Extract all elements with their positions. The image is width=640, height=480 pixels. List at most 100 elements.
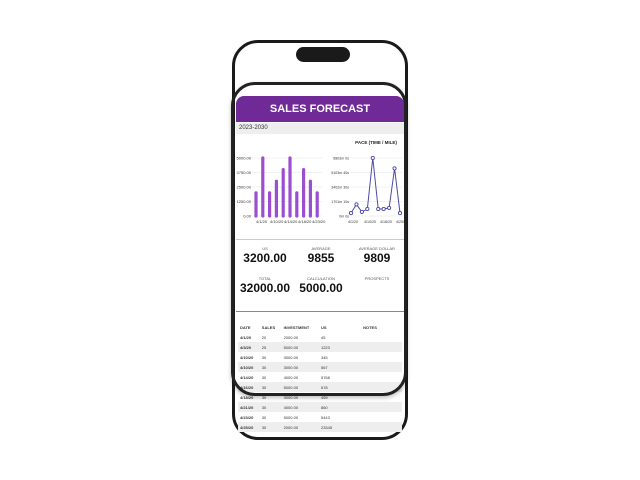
table-cell	[338, 382, 402, 392]
table-row: 4/14/20 30 4000.00 5768	[238, 372, 402, 382]
y-tick-label: 0.00	[243, 214, 252, 219]
table-cell: 30	[261, 414, 267, 420]
table-cell: 5443	[320, 414, 330, 420]
table-cell: 5000.00	[281, 342, 319, 352]
stat-value: 5000.00	[299, 281, 343, 295]
table-cell: 4/14/20	[240, 374, 254, 380]
table-cell: 4/16/20	[238, 382, 260, 392]
y-tick-label: 2500.00	[237, 185, 252, 190]
stat-value: 32000.00	[239, 281, 291, 295]
table-row: 4/25/20 30 2000.00 23345	[238, 422, 402, 432]
table-row: 4/23/20 30 5000.00 5443	[238, 412, 402, 422]
table-cell: 5000.00	[281, 382, 319, 392]
data-point	[348, 211, 354, 216]
table-cell	[338, 422, 402, 432]
stat-card: TOTAL 32000.00	[238, 276, 292, 295]
table-cell	[338, 352, 402, 362]
stat-card: PROSPECTS	[350, 276, 404, 281]
table-cell: 4/10/20	[238, 362, 260, 372]
table-cell: 30	[261, 374, 267, 380]
stat-card: CALCULATION 5000.00	[294, 276, 348, 295]
table-cell: 3000.00	[283, 354, 299, 360]
table-cell: 4000.00	[281, 402, 319, 412]
table-cell	[338, 342, 402, 352]
table-row: 4/3/20 25 5000.00 1223	[238, 342, 402, 352]
table-cell	[338, 402, 402, 412]
column-header: DATE	[240, 324, 251, 330]
table-cell: 30	[259, 402, 282, 412]
x-tick-label: 4/18/20	[298, 219, 312, 224]
stat-label: AVERAGE	[311, 246, 331, 251]
y-tick-label: 1701m 10s	[331, 200, 349, 204]
y-tick-label: 1250.00	[237, 199, 252, 204]
data-point	[387, 205, 392, 210]
table-cell: 4/21/20	[238, 402, 260, 412]
y-tick-label: 5103m 40s	[331, 171, 349, 175]
table-row: 4/10/20 30 3000.00 345	[238, 352, 402, 362]
stat-value: 9809	[363, 251, 391, 265]
stat-card: US 3200.00	[238, 246, 292, 265]
y-tick-label: 6803m 0s	[333, 157, 349, 161]
table-cell: 1223	[318, 342, 338, 352]
table-cell: 30	[261, 394, 267, 400]
chart-title: PACE (TIME / MILE)	[355, 140, 397, 145]
x-tick-label: 4/14/20	[284, 219, 298, 224]
table-cell	[338, 362, 402, 372]
column-header: INVESTMENT	[283, 324, 310, 330]
phone-screen: SALES FORECAST 2023-2030 0.00 1250.00 2500…	[236, 96, 404, 436]
y-tick-label: 3750.00	[237, 170, 252, 175]
stat-label: CALCULATION	[307, 276, 335, 281]
phone-notch	[296, 47, 350, 62]
table-cell: 2000.00	[281, 422, 319, 432]
stat-label: PROSPECTS	[364, 276, 390, 281]
y-tick-label: 5000.00	[237, 156, 252, 161]
table-cell: 345	[320, 354, 328, 360]
stat-value: 9855	[307, 251, 335, 265]
y-tick-label: 3402m 30s	[331, 186, 349, 190]
page-title: SALES FORECAST	[236, 96, 404, 122]
x-tick-label: 4/23/20	[312, 219, 326, 224]
x-tick-label: 4/1/20	[256, 219, 268, 224]
table-cell: 4/18/20	[240, 394, 254, 400]
table-row: 4/10/20 30 3000.00 567	[238, 362, 402, 372]
table-cell: 20	[261, 334, 267, 340]
table-row: 4/21/20 30 4000.00 860	[238, 402, 402, 412]
table-cell: 2000.00	[283, 334, 299, 340]
data-point	[397, 211, 403, 216]
stat-label: TOTAL	[258, 276, 272, 281]
table-row: 4/18/20 30 3000.00 459	[238, 392, 402, 402]
stat-card: AVERAGE 9855	[294, 246, 348, 265]
column-header: SALES	[261, 324, 276, 330]
y-tick-label: 0m 0s	[339, 215, 349, 219]
x-tick-label: 4/10/20	[364, 220, 376, 224]
data-point	[354, 202, 359, 207]
x-tick-label: 4/10/20	[270, 219, 284, 224]
stats-panel: US 3200.00 AVERAGE 9855 AVERAGE DOLLAR 9809 TO…	[236, 242, 404, 312]
table-cell	[338, 332, 402, 342]
table-cell: 4/25/20	[238, 422, 260, 432]
stat-label: AVERAGE DOLLAR	[358, 246, 396, 251]
table-cell: 3000.00	[283, 394, 299, 400]
table-cell: 30	[259, 362, 282, 372]
x-tick-label: 4/25/20	[396, 220, 404, 224]
divider	[236, 239, 404, 240]
table-cell: 567	[318, 362, 338, 372]
table-cell	[338, 392, 402, 402]
table-row: 4/16/20 30 5000.00 678	[238, 382, 402, 392]
divider	[236, 311, 404, 312]
column-header: US	[320, 324, 327, 330]
stat-card: AVERAGE DOLLAR 9809	[350, 246, 404, 265]
table-cell: 4/23/20	[240, 414, 254, 420]
table-cell: 5768	[320, 374, 330, 380]
x-tick-label: 4/18/20	[380, 220, 392, 224]
table-cell	[338, 372, 402, 382]
year-range: 2023-2030	[236, 123, 404, 134]
table-cell	[338, 412, 402, 422]
table-cell: 5000.00	[283, 414, 299, 420]
data-point	[392, 166, 397, 171]
table-cell: 30	[259, 382, 282, 392]
table-cell: 4/10/20	[240, 354, 254, 360]
table-cell: 23345	[318, 422, 338, 432]
table-cell: 45	[320, 334, 326, 340]
